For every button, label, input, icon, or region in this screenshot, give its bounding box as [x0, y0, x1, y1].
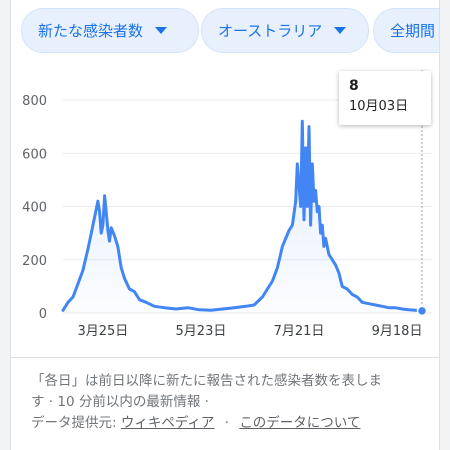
period-dropdown-label: 全期間 [390, 22, 436, 40]
x-tick-label: 5月23日 [176, 324, 227, 339]
footer-source-line: データ提供元: ウィキペディア · このデータについて [31, 413, 431, 434]
footer-note: 「各日」は前日以降に新たに報告された感染者数を表しま す · 10 分前以内の最… [31, 371, 431, 434]
y-tick-label: 400 [22, 201, 47, 216]
region-dropdown-label: オーストラリア [218, 22, 323, 40]
caret-down-icon [155, 27, 168, 34]
covid-stats-card: 新たな感染者数 オーストラリア 全期間 0 200 400 600 800 3月25日 5月… [10, 0, 440, 450]
period-dropdown[interactable]: 全期間 [373, 8, 439, 53]
y-tick-label: 800 [22, 94, 47, 109]
series-area [63, 121, 422, 313]
x-tick-label: 9月18日 [372, 324, 423, 339]
y-tick-label: 0 [39, 307, 47, 322]
divider [11, 357, 439, 358]
region-dropdown[interactable]: オーストラリア [201, 8, 369, 53]
footer-note-line-2: す · 10 分前以内の最新情報 · [31, 394, 209, 410]
wikipedia-link[interactable]: ウィキペディア [120, 415, 215, 431]
y-tick-label: 600 [22, 147, 47, 162]
x-tick-label: 7月21日 [274, 324, 325, 339]
chart-tooltip: 8 10月03日 [339, 71, 431, 125]
footer-note-line-1: 「各日」は前日以降に新たに報告された感染者数を表しま [31, 373, 382, 389]
source-label: データ提供元: [31, 415, 117, 431]
metric-dropdown[interactable]: 新たな感染者数 [21, 8, 199, 53]
x-tick-label: 3月25日 [77, 324, 128, 339]
caret-down-icon [334, 27, 347, 34]
metric-dropdown-label: 新たな感染者数 [38, 22, 144, 40]
tooltip-value: 8 [349, 78, 359, 94]
series-line [61, 119, 424, 313]
tooltip-date: 10月03日 [349, 99, 409, 114]
separator: · [224, 415, 230, 431]
y-tick-label: 200 [22, 254, 47, 269]
about-data-link[interactable]: このデータについて [239, 415, 361, 431]
hover-point [416, 305, 428, 317]
